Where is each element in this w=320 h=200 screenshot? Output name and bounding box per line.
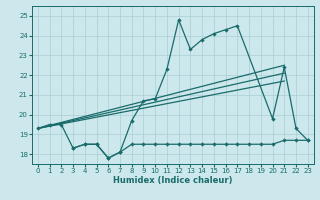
X-axis label: Humidex (Indice chaleur): Humidex (Indice chaleur)	[113, 176, 233, 185]
